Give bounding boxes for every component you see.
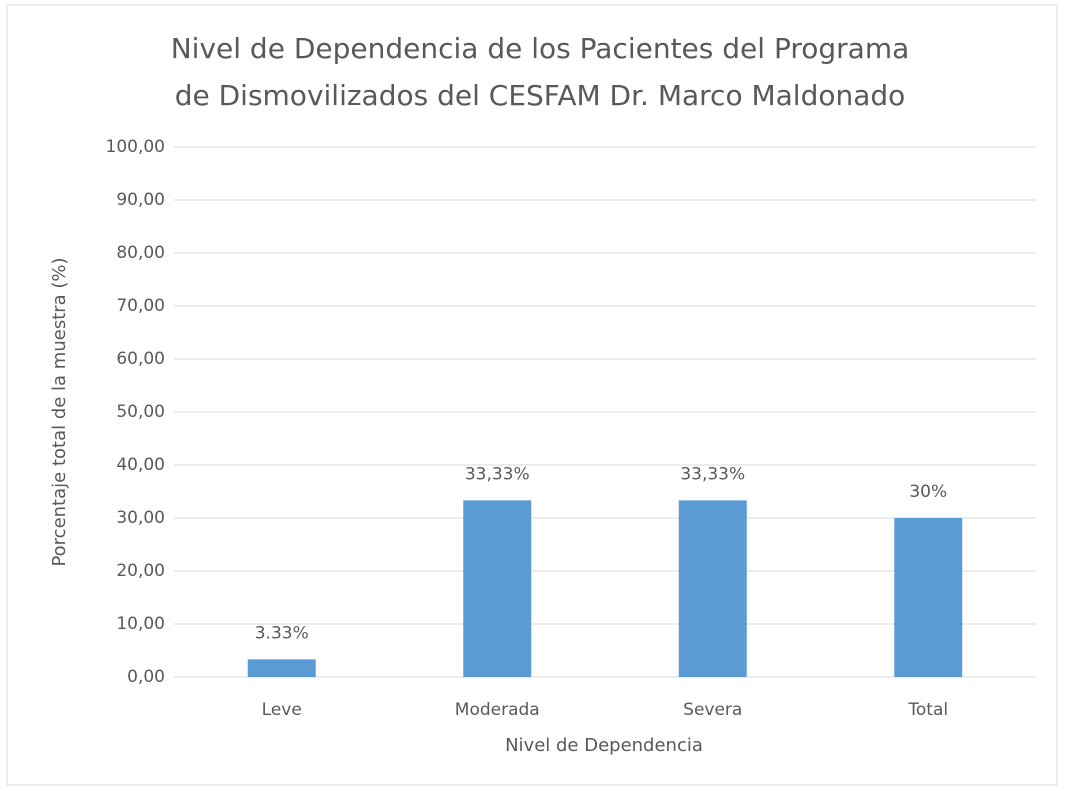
chart-title: Nivel de Dependencia de los Pacientes de… [171, 32, 910, 65]
x-tick-label: Severa [683, 700, 742, 720]
data-label: 3.33% [255, 623, 309, 643]
y-tick-label: 70,00 [116, 296, 165, 316]
chart-title: de Dismovilizados del CESFAM Dr. Marco M… [175, 79, 906, 112]
bar [247, 659, 316, 677]
y-tick-label: 80,00 [116, 243, 165, 263]
x-tick-label: Moderada [455, 700, 540, 720]
y-tick-label: 100,00 [106, 137, 165, 157]
y-axis-title: Porcentaje total de la muestra (%) [49, 257, 70, 566]
data-label: 30% [909, 482, 947, 502]
x-tick-label: Leve [262, 700, 302, 720]
y-tick-label: 60,00 [116, 349, 165, 369]
chart-border [6, 4, 1058, 786]
y-tick-label: 50,00 [116, 402, 165, 422]
data-label: 33,33% [680, 464, 745, 484]
bar [678, 500, 747, 677]
y-tick-label: 90,00 [116, 190, 165, 210]
y-tick-label: 0,00 [127, 667, 165, 687]
y-tick-label: 30,00 [116, 508, 165, 528]
x-axis-title: Nivel de Dependencia [505, 735, 703, 756]
bar [463, 500, 532, 677]
y-tick-label: 40,00 [116, 455, 165, 475]
bar [894, 518, 963, 677]
x-tick-label: Total [907, 700, 948, 720]
data-label: 33,33% [465, 464, 530, 484]
y-tick-label: 20,00 [116, 561, 165, 581]
y-tick-label: 10,00 [116, 614, 165, 634]
